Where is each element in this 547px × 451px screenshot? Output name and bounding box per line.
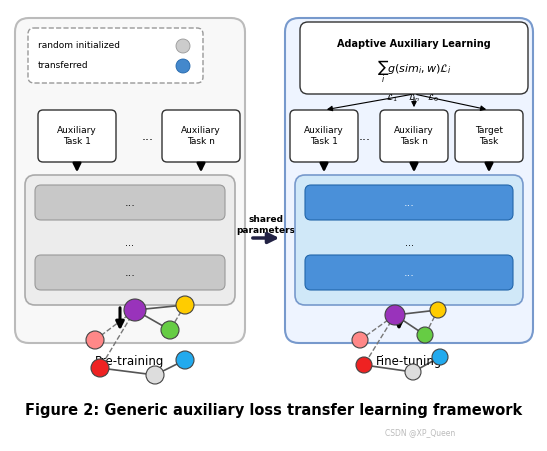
Text: Target
Task: Target Task xyxy=(475,126,503,146)
Text: Adaptive Auxiliary Learning: Adaptive Auxiliary Learning xyxy=(337,39,491,49)
Text: ...: ... xyxy=(125,198,136,207)
Circle shape xyxy=(161,321,179,339)
Circle shape xyxy=(430,302,446,318)
Text: CSDN @XP_Queen: CSDN @XP_Queen xyxy=(385,428,455,437)
Text: Auxiliary
Task n: Auxiliary Task n xyxy=(394,126,434,146)
Circle shape xyxy=(385,305,405,325)
Circle shape xyxy=(417,327,433,343)
Text: Fine-tuning: Fine-tuning xyxy=(376,354,442,368)
FancyBboxPatch shape xyxy=(28,28,203,83)
Text: GNN: GNN xyxy=(395,188,423,198)
Circle shape xyxy=(405,364,421,380)
Text: Auxiliary
Task 1: Auxiliary Task 1 xyxy=(304,126,344,146)
Circle shape xyxy=(352,332,368,348)
Circle shape xyxy=(176,296,194,314)
FancyBboxPatch shape xyxy=(290,110,358,162)
FancyBboxPatch shape xyxy=(162,110,240,162)
Text: Figure 2: Generic auxiliary loss transfer learning framework: Figure 2: Generic auxiliary loss transfe… xyxy=(25,402,522,418)
Text: ...: ... xyxy=(125,238,135,248)
FancyBboxPatch shape xyxy=(38,110,116,162)
Circle shape xyxy=(356,357,372,373)
FancyBboxPatch shape xyxy=(455,110,523,162)
Text: Pre-training: Pre-training xyxy=(95,354,165,368)
Circle shape xyxy=(124,299,146,321)
FancyBboxPatch shape xyxy=(305,255,513,290)
Text: $\sum_i g(sim_i, w)\mathcal{L}_i$: $\sum_i g(sim_i, w)\mathcal{L}_i$ xyxy=(376,59,451,85)
Text: ...: ... xyxy=(404,267,415,277)
Text: ...: ... xyxy=(359,129,371,143)
Text: ...: ... xyxy=(125,267,136,277)
FancyBboxPatch shape xyxy=(35,255,225,290)
Text: ...: ... xyxy=(142,129,154,143)
Text: ...: ... xyxy=(404,238,414,248)
Text: Auxiliary
Task n: Auxiliary Task n xyxy=(181,126,221,146)
Circle shape xyxy=(146,366,164,384)
Circle shape xyxy=(176,39,190,53)
Text: transferred: transferred xyxy=(38,61,89,70)
Circle shape xyxy=(176,351,194,369)
FancyBboxPatch shape xyxy=(300,22,528,94)
Circle shape xyxy=(86,331,104,349)
Text: shared
parameters: shared parameters xyxy=(236,215,295,235)
FancyBboxPatch shape xyxy=(25,175,235,305)
FancyBboxPatch shape xyxy=(380,110,448,162)
FancyBboxPatch shape xyxy=(35,185,225,220)
FancyBboxPatch shape xyxy=(295,175,523,305)
Text: $\mathcal{L}_n$: $\mathcal{L}_n$ xyxy=(408,92,420,104)
Text: ...: ... xyxy=(404,198,415,207)
Circle shape xyxy=(176,59,190,73)
Text: Auxiliary
Task 1: Auxiliary Task 1 xyxy=(57,126,97,146)
Text: $\mathcal{L}_0$: $\mathcal{L}_0$ xyxy=(427,92,439,104)
Circle shape xyxy=(91,359,109,377)
Text: $\mathcal{L}_1$: $\mathcal{L}_1$ xyxy=(386,92,398,104)
FancyBboxPatch shape xyxy=(285,18,533,343)
FancyBboxPatch shape xyxy=(15,18,245,343)
Text: random initialized: random initialized xyxy=(38,41,120,51)
FancyBboxPatch shape xyxy=(305,185,513,220)
Text: GNN: GNN xyxy=(116,188,144,198)
Circle shape xyxy=(432,349,448,365)
